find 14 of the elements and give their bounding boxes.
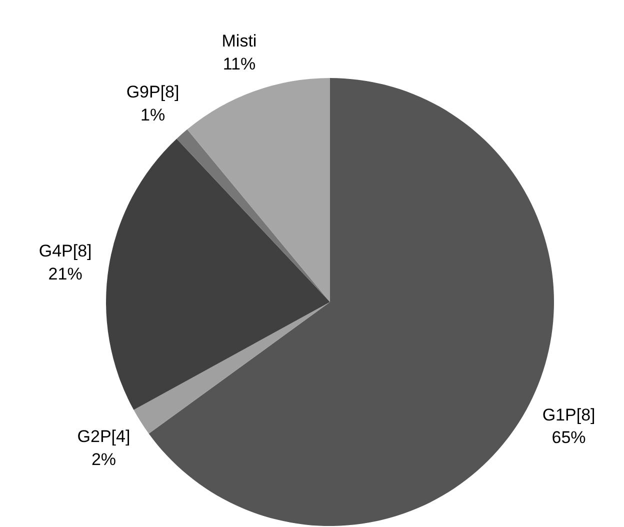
slice-label: G4P[8] [38, 242, 92, 261]
slice-label: G2P[4] [77, 427, 130, 446]
pie-slice [134, 302, 330, 434]
data-label: 21% [48, 264, 82, 284]
slice-label: Misti [222, 31, 257, 50]
data-label: 11% [222, 54, 256, 74]
pie-slice [176, 129, 330, 302]
data-label: 65% [552, 428, 586, 448]
pie-slice [187, 78, 330, 302]
pie-slice [106, 138, 330, 410]
slice-label: G9P[8] [126, 82, 180, 102]
slice-label: G1P[8] [542, 405, 596, 424]
data-label: 2% [91, 450, 116, 470]
data-label: 1% [140, 106, 166, 125]
